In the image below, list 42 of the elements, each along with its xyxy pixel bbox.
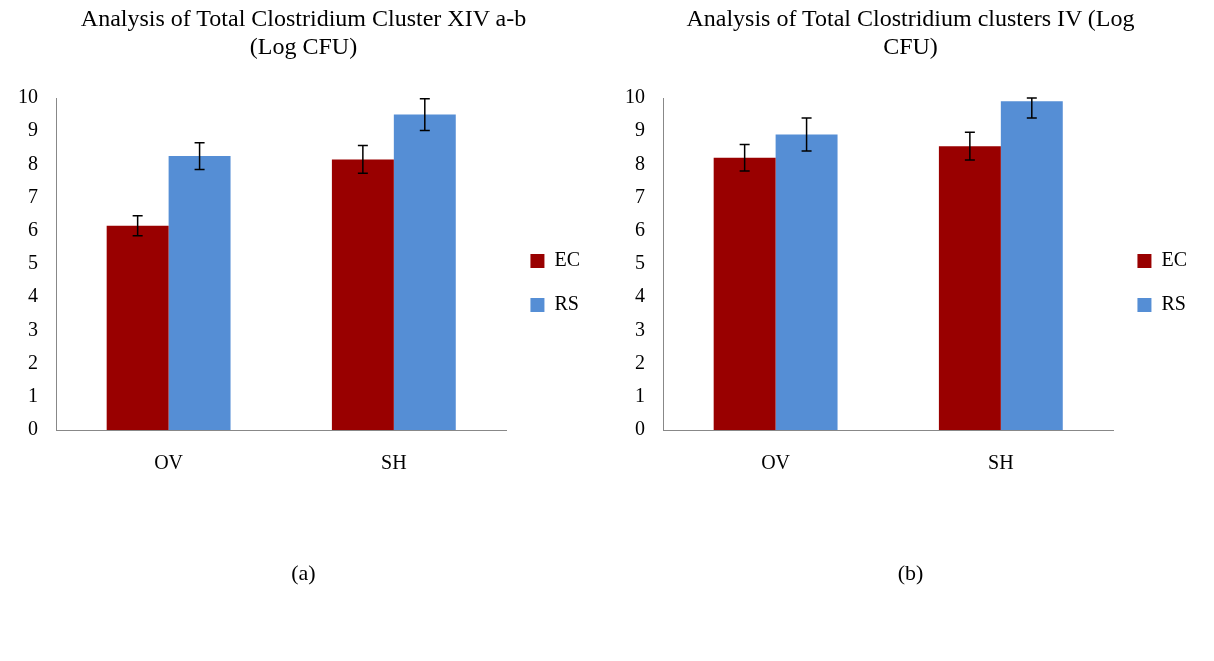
bar xyxy=(775,134,838,430)
y-tick-label: 5 xyxy=(28,251,38,274)
y-tick-label: 8 xyxy=(28,151,38,174)
bar xyxy=(393,114,456,430)
bar xyxy=(713,157,776,430)
chart-title: Analysis of Total Clostridium Cluster XIV a-b (Log CFU) xyxy=(79,4,528,61)
y-tick-label: 4 xyxy=(28,284,38,307)
x-tick-label: SH xyxy=(988,451,1014,474)
y-tick-label: 7 xyxy=(28,184,38,207)
y-tick-label: 0 xyxy=(635,417,645,440)
chart-title: Analysis of Total Clostridium clusters IV (Log CFU) xyxy=(685,4,1136,61)
x-tick-label: OV xyxy=(761,451,791,474)
y-tick-label: 2 xyxy=(635,350,645,373)
y-tick-label: 5 xyxy=(635,251,645,274)
legend-label: EC xyxy=(1161,248,1188,271)
bar xyxy=(106,225,169,430)
y-tick-label: 6 xyxy=(28,218,38,241)
y-tick-label: 9 xyxy=(635,118,645,141)
y-tick-label: 3 xyxy=(635,317,645,340)
x-tick-label: OV xyxy=(154,451,184,474)
y-tick-label: 4 xyxy=(635,284,645,307)
bar xyxy=(168,156,231,430)
y-tick-label: 6 xyxy=(635,218,645,241)
legend-label: RS xyxy=(554,292,579,315)
text: (a) xyxy=(290,560,317,586)
bar xyxy=(938,146,1001,430)
y-tick-label: 1 xyxy=(635,384,645,407)
text: (b) xyxy=(896,560,925,586)
y-tick-label: 10 xyxy=(625,85,645,108)
bar xyxy=(331,159,394,430)
y-tick-label: 8 xyxy=(635,151,645,174)
y-tick-label: 9 xyxy=(28,118,38,141)
y-tick-label: 0 xyxy=(28,417,38,440)
y-tick-label: 7 xyxy=(635,184,645,207)
legend-label: RS xyxy=(1161,292,1186,315)
y-tick-label: 1 xyxy=(28,384,38,407)
x-tick-label: SH xyxy=(381,451,407,474)
legend-label: EC xyxy=(554,248,581,271)
bar xyxy=(1000,101,1063,430)
y-tick-label: 3 xyxy=(28,317,38,340)
y-tick-label: 2 xyxy=(28,350,38,373)
y-tick-label: 10 xyxy=(18,85,38,108)
